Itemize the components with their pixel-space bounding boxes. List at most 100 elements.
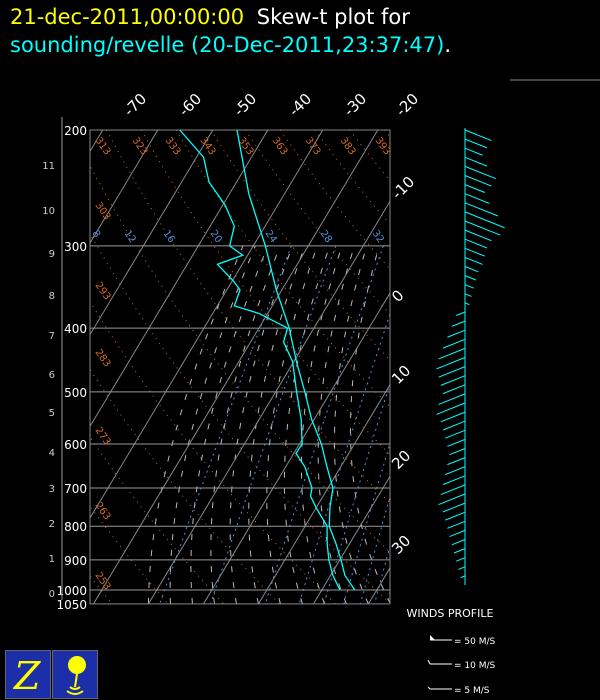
isotherm-label: 10: [388, 362, 414, 388]
wind-barb: [438, 393, 466, 405]
wind-profile-title: WINDS PROFILE: [407, 607, 494, 620]
wind-legend-barb: [427, 659, 431, 665]
plot-area: [0, 130, 600, 604]
isotherm: [203, 292, 390, 604]
isotherm: [313, 475, 390, 604]
isotherm-label: -40: [285, 90, 315, 120]
mixing-ratio-line: [210, 245, 337, 604]
pressure-tick-label: 500: [64, 386, 87, 400]
title-period: .: [444, 33, 452, 57]
wind-barb: [464, 256, 483, 265]
dry-adiabat: [140, 130, 390, 456]
moist-adiabat: [210, 245, 281, 604]
dry-adiabat: [314, 130, 390, 226]
isotherm-label: 20: [388, 447, 414, 473]
dewpoint-line: [179, 129, 341, 591]
isotherm: [258, 383, 390, 604]
wind-barb: [436, 357, 466, 370]
wind-barb: [442, 338, 466, 349]
height-tick-label: 4: [49, 448, 55, 459]
wind-barb: [464, 211, 505, 229]
dry-adiabat-label: 283: [93, 347, 113, 369]
wind-barb: [442, 502, 466, 513]
wind-barb: [464, 275, 477, 281]
wind-barb: [442, 475, 466, 486]
mixing-ratio-label: 20: [208, 228, 224, 245]
mixing-ratio-label: 8: [90, 228, 103, 240]
wind-legend-label: = 5 M/S: [454, 686, 490, 696]
wind-barb: [464, 247, 485, 257]
moist-adiabat: [300, 245, 343, 604]
mixing-ratio-line: [359, 495, 390, 604]
wind-barb: [464, 202, 499, 217]
isotherm: [423, 130, 600, 604]
title-source: sounding/revelle (20-Dec-2011,23:37:47): [10, 33, 445, 57]
wind-barb: [464, 229, 492, 242]
mixing-ratio-line: [343, 441, 390, 604]
isotherm: [478, 130, 600, 604]
wind-barb: [447, 520, 466, 529]
wind-legend-label: = 10 M/S: [454, 661, 496, 671]
moist-adiabat: [349, 245, 390, 604]
wind-barb: [464, 184, 485, 193]
wind-barb: [456, 557, 466, 562]
dry-adiabat-label: 313: [93, 135, 113, 157]
height-tick-label: 3: [49, 484, 55, 495]
wind-barb: [438, 347, 466, 360]
height-tick-label: 8: [49, 291, 55, 302]
pressure-tick-label: 800: [64, 520, 87, 534]
wind-barb: [442, 384, 466, 395]
dry-adiabat-label: 323: [130, 135, 150, 157]
pressure-tick-label: 700: [64, 482, 87, 496]
dry-adiabat-label: 303: [93, 200, 113, 222]
wind-barb: [451, 320, 466, 327]
height-tick-label: 2: [49, 519, 55, 530]
isotherm: [0, 130, 48, 604]
wind-barb: [464, 165, 496, 180]
wind-barb: [464, 193, 490, 204]
height-tick-label: 6: [49, 370, 55, 381]
wind-barb: [464, 220, 501, 236]
wind-barb: [464, 284, 474, 289]
isotherm-label: 30: [388, 532, 414, 558]
dry-adiabat: [454, 130, 600, 604]
moist-adiabat: [283, 245, 331, 604]
dry-adiabat-label: 373: [303, 135, 323, 157]
mixing-ratio-line: [323, 382, 390, 604]
wind-barb: [453, 548, 466, 554]
wind-barb: [445, 466, 466, 476]
svg-text:Z: Z: [13, 654, 41, 698]
dry-adiabat-label: 253: [93, 570, 113, 592]
dry-adiabat: [90, 436, 225, 604]
moist-adiabat: [147, 245, 244, 604]
dry-adiabat-label: 333: [163, 135, 183, 157]
dry-adiabat: [349, 130, 390, 182]
dry-adiabat: [175, 130, 390, 408]
wind-barb: [447, 329, 466, 338]
title-datetime: 21-dec-2011,00:00:00: [10, 5, 245, 29]
isotherm: [148, 200, 390, 604]
dry-adiabat: [90, 300, 336, 604]
temperature-line: [236, 129, 356, 591]
wind-barb: [464, 266, 479, 273]
title-label: Skew-t plot for: [256, 5, 410, 29]
wind-barb: [449, 529, 466, 538]
dry-adiabat: [106, 130, 390, 504]
wind-legend-flag: [430, 635, 435, 640]
wind-barb: [464, 302, 470, 306]
height-tick-label: 1: [49, 554, 55, 565]
isotherm: [90, 130, 269, 428]
moist-adiabat: [317, 245, 355, 604]
wind-barb: [464, 156, 488, 167]
isotherm-label: -30: [340, 90, 370, 120]
height-tick-label: 11: [42, 161, 55, 172]
isotherm: [90, 130, 159, 244]
wind-barb: [464, 175, 492, 187]
isotherm-label: -10: [388, 173, 418, 203]
height-tick-label: 7: [49, 331, 55, 342]
wind-barb: [451, 539, 466, 546]
mixing-ratio-label: 12: [122, 228, 138, 245]
height-tick-label: 0: [49, 589, 55, 600]
wind-legend-barb: [427, 686, 431, 690]
